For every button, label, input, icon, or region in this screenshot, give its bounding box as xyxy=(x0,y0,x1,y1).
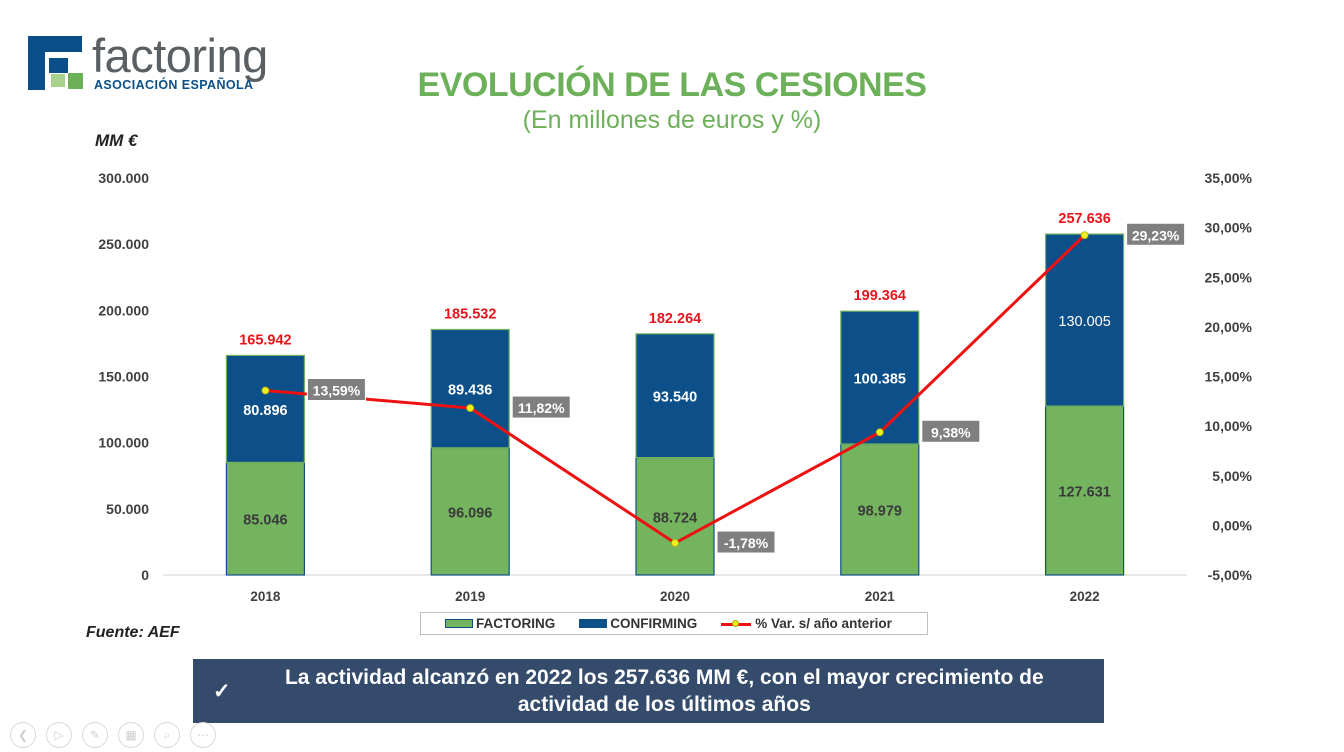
legend-item-factoring: FACTORING xyxy=(445,616,555,631)
bar-factoring xyxy=(430,447,510,576)
y-left-tick-label: 150.000 xyxy=(98,369,149,385)
y-left-tick-label: 0 xyxy=(141,567,149,583)
line-label-badge xyxy=(921,419,981,443)
y-left-tick-label: 100.000 xyxy=(98,435,149,451)
legend-label-factoring: FACTORING xyxy=(476,616,556,631)
bar-confirming xyxy=(840,310,920,445)
bar-confirming xyxy=(635,333,715,459)
bar-factoring xyxy=(225,461,305,576)
line-data-label: 9,38% xyxy=(931,424,971,440)
data-label-total: 165.942 xyxy=(239,332,291,348)
zoom-icon[interactable]: ⌕ xyxy=(154,722,180,748)
data-label-confirming: 100.385 xyxy=(854,372,906,388)
line-label-badge xyxy=(716,530,776,554)
check-icon: ✓ xyxy=(213,679,231,703)
line-label-badge xyxy=(306,377,366,401)
x-tick-label: 2020 xyxy=(660,589,690,604)
y-left-tick-label: 200.000 xyxy=(98,302,149,318)
x-tick-label: 2022 xyxy=(1070,589,1100,604)
x-tick-label: 2019 xyxy=(455,589,485,604)
line-data-label: 13,59% xyxy=(313,382,361,398)
y-right-tick-label: 35,00% xyxy=(1205,170,1253,186)
line-data-label: 11,82% xyxy=(518,400,565,416)
stacked-bar-line-chart: 0 50.000 100.000 150.000 200.000 250.000 300.0… xyxy=(98,170,1253,604)
y-right-tick-label: 15,00% xyxy=(1205,369,1253,385)
data-label-factoring: 98.979 xyxy=(858,504,902,520)
line-marker-variation xyxy=(466,404,475,412)
logo: factoring ASOCIACIÓN ESPAÑOLA xyxy=(28,29,308,92)
conclusion-text: La actividad alcanzó en 2022 los 257.636… xyxy=(284,666,1044,716)
data-label-factoring: 85.046 xyxy=(243,513,287,529)
x-tick-label: 2021 xyxy=(865,589,896,604)
source-note: Fuente: AEF xyxy=(86,624,180,641)
x-tick-label: 2018 xyxy=(250,589,281,604)
chart-title: EVOLUCIÓN DE LAS CESIONES xyxy=(417,66,927,104)
data-label-confirming: 80.896 xyxy=(243,403,287,419)
data-label-factoring: 96.096 xyxy=(448,505,492,521)
legend-swatch-confirming xyxy=(579,619,608,628)
more-icon[interactable]: ⋯ xyxy=(190,722,216,748)
y-right-tick-label: 5,00% xyxy=(1212,468,1252,484)
data-label-confirming: 130.005 xyxy=(1058,314,1110,330)
data-label-total: 185.532 xyxy=(444,306,496,322)
data-label-confirming: 89.436 xyxy=(448,383,492,399)
bar-confirming xyxy=(225,354,305,464)
slides-icon[interactable]: ▦ xyxy=(118,722,144,748)
bar-confirming xyxy=(430,328,510,449)
back-icon[interactable]: ❮ xyxy=(10,722,36,748)
y-left-tick-label: 250.000 xyxy=(98,236,149,252)
y-right-tick-label: 20,00% xyxy=(1205,319,1253,335)
logo-wordmark: factoring xyxy=(92,29,268,82)
play-icon[interactable]: ▷ xyxy=(46,722,72,748)
line-marker-variation xyxy=(261,386,270,395)
chart-subtitle: (En millones de euros y %) xyxy=(522,106,822,134)
data-label-total: 182.264 xyxy=(649,311,701,327)
line-data-label: 29,23% xyxy=(1132,227,1180,243)
legend-item-confirming: CONFIRMING xyxy=(579,616,697,631)
chart-legend: FACTORING CONFIRMING % Var. s/ año anter… xyxy=(420,612,928,635)
y-left-tick-label: 300.000 xyxy=(98,170,149,186)
line-marker-variation xyxy=(1080,231,1089,240)
factoring-logo-icon xyxy=(28,36,83,90)
y-right-tick-label: 30,00% xyxy=(1205,220,1253,236)
line-label-badge xyxy=(1126,222,1186,246)
slideshow-toolbar: ❮ ▷ ✎ ▦ ⌕ ⋯ xyxy=(0,722,216,752)
data-label-total: 257.636 xyxy=(1058,211,1110,227)
line-marker-variation xyxy=(875,428,884,437)
data-label-total: 199.364 xyxy=(854,288,906,304)
bar-factoring xyxy=(635,456,715,576)
data-label-factoring: 88.724 xyxy=(653,510,697,526)
data-label-confirming: 93.540 xyxy=(653,390,697,406)
line-marker-variation xyxy=(671,539,679,547)
y-right-tick-label: 10,00% xyxy=(1205,418,1253,434)
logo-subtitle: ASOCIACIÓN ESPAÑOLA xyxy=(94,78,254,92)
bar-factoring xyxy=(840,443,920,576)
y-right-tick-label: -5,00% xyxy=(1208,567,1253,583)
y-right-tick-label: 0,00% xyxy=(1212,517,1252,533)
legend-label-confirming: CONFIRMING xyxy=(610,616,698,631)
legend-label-variation: % Var. s/ año anterior xyxy=(755,616,892,631)
y-axis-unit-label: MM € xyxy=(95,131,138,150)
legend-line-marker-icon xyxy=(721,619,752,629)
data-label-factoring: 127.631 xyxy=(1058,485,1110,501)
conclusion-banner: ✓ La actividad alcanzó en 2022 los 257.6… xyxy=(193,659,1104,723)
y-left-tick-label: 50.000 xyxy=(106,501,149,517)
line-label-badge xyxy=(511,395,571,419)
line-data-label: -1,78% xyxy=(724,535,769,551)
pen-icon[interactable]: ✎ xyxy=(82,722,108,748)
legend-item-variation: % Var. s/ año anterior xyxy=(721,616,892,631)
y-right-tick-label: 25,00% xyxy=(1205,269,1253,285)
bar-confirming xyxy=(1044,233,1125,407)
legend-swatch-factoring xyxy=(445,619,473,628)
